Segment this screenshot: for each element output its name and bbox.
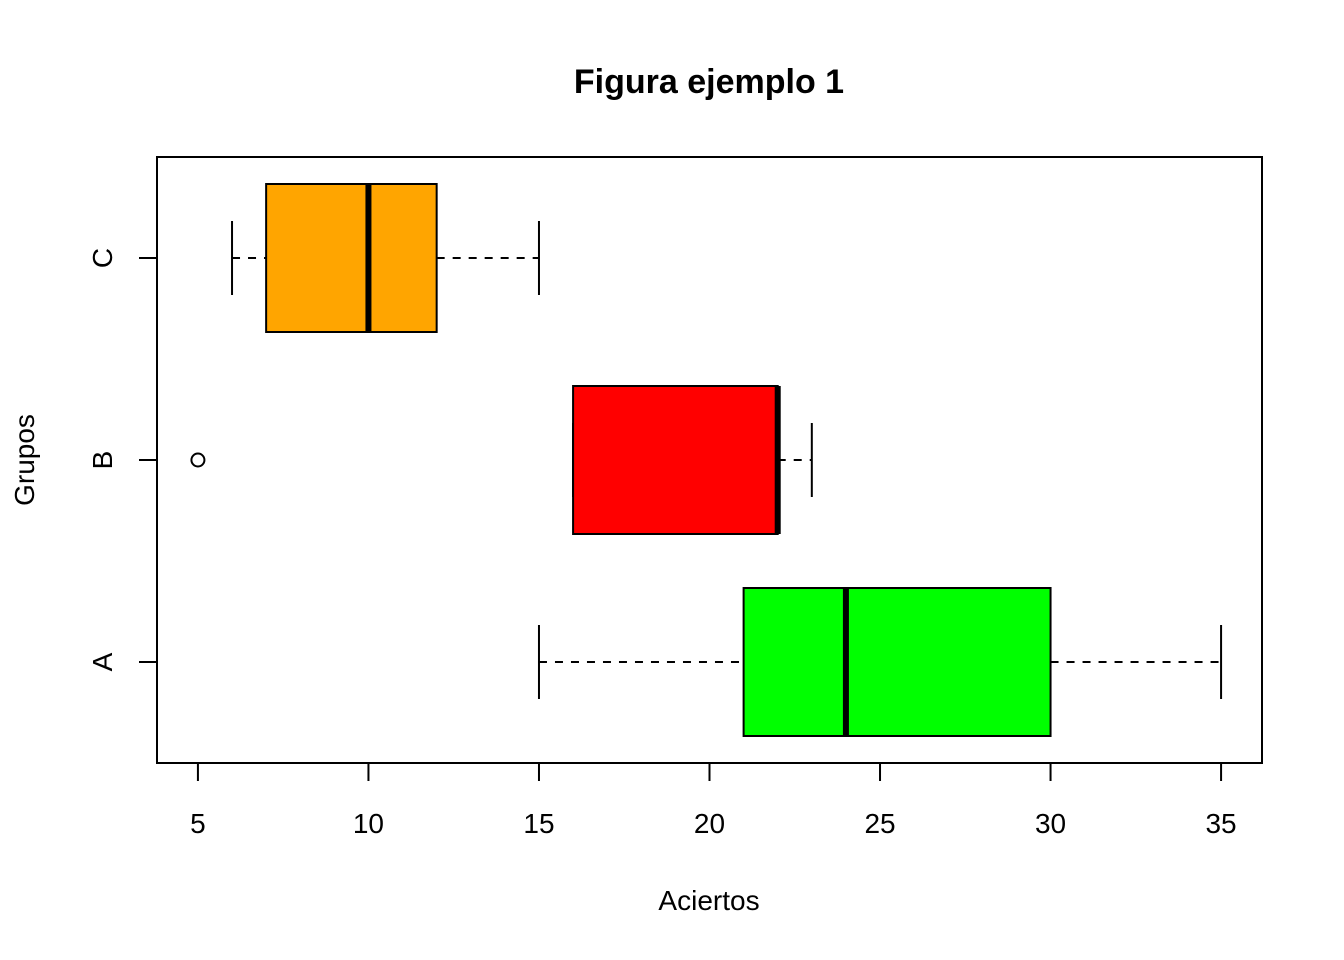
y-axis-label: Grupos <box>9 414 40 506</box>
x-tick-label-20: 20 <box>694 808 725 839</box>
y-tick-label-a: A <box>87 652 118 671</box>
chart-title: Figura ejemplo 1 <box>574 63 844 101</box>
x-tick-label-5: 5 <box>190 808 206 839</box>
x-tick-label-35: 35 <box>1205 808 1236 839</box>
box-c <box>265 183 438 333</box>
x-tick-label-30: 30 <box>1035 808 1066 839</box>
outlier-b-0 <box>190 452 206 468</box>
box-b <box>572 385 779 535</box>
y-tick-label-b: B <box>87 451 118 470</box>
box-a <box>742 587 1052 737</box>
y-tick-label-c: C <box>87 248 118 268</box>
x-axis-label: Aciertos <box>658 885 759 916</box>
x-tick-label-10: 10 <box>353 808 384 839</box>
x-tick-label-15: 15 <box>523 808 554 839</box>
x-tick-label-25: 25 <box>864 808 895 839</box>
